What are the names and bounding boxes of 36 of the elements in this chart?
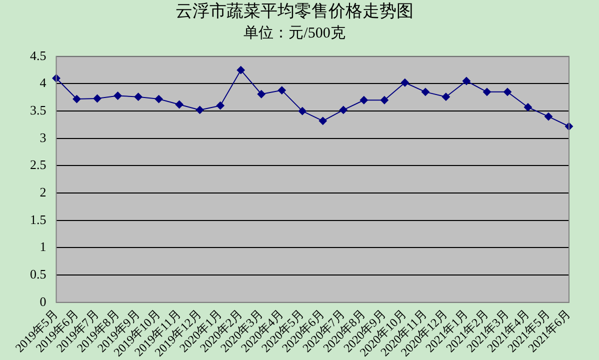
y-tick-label: 3 bbox=[40, 130, 46, 145]
point bbox=[93, 94, 102, 102]
point bbox=[216, 102, 224, 110]
point bbox=[503, 88, 512, 96]
point bbox=[114, 92, 122, 100]
point bbox=[400, 78, 409, 87]
chart-subtitle: 单位：元/500克 bbox=[244, 24, 346, 42]
y-tick-label: 1.5 bbox=[30, 212, 46, 227]
point bbox=[360, 96, 368, 104]
point bbox=[196, 106, 204, 114]
chart-title: 云浮市蔬菜平均零售价格走势图 bbox=[176, 2, 414, 21]
point bbox=[134, 92, 142, 101]
y-tick-label: 3.5 bbox=[30, 102, 46, 118]
point bbox=[236, 66, 245, 74]
point bbox=[524, 103, 532, 112]
point bbox=[72, 95, 81, 104]
point bbox=[298, 107, 306, 116]
point bbox=[380, 96, 388, 104]
point bbox=[462, 77, 470, 85]
point bbox=[544, 112, 552, 121]
y-tick-label: 0 bbox=[40, 294, 46, 309]
point bbox=[257, 90, 266, 98]
point bbox=[318, 116, 327, 125]
point bbox=[421, 88, 430, 96]
y-tick-label: 4.5 bbox=[30, 48, 46, 63]
point bbox=[175, 100, 184, 109]
y-tick-label: 4 bbox=[40, 75, 47, 90]
y-tick-label: 2.5 bbox=[30, 157, 46, 172]
point bbox=[154, 95, 163, 104]
point bbox=[442, 92, 450, 101]
y-tick-label: 0.5 bbox=[30, 266, 46, 282]
y-tick-label: 2 bbox=[40, 184, 46, 200]
point bbox=[278, 86, 286, 94]
y-tick-label: 1 bbox=[40, 239, 46, 254]
point bbox=[339, 106, 348, 114]
point bbox=[482, 88, 491, 96]
